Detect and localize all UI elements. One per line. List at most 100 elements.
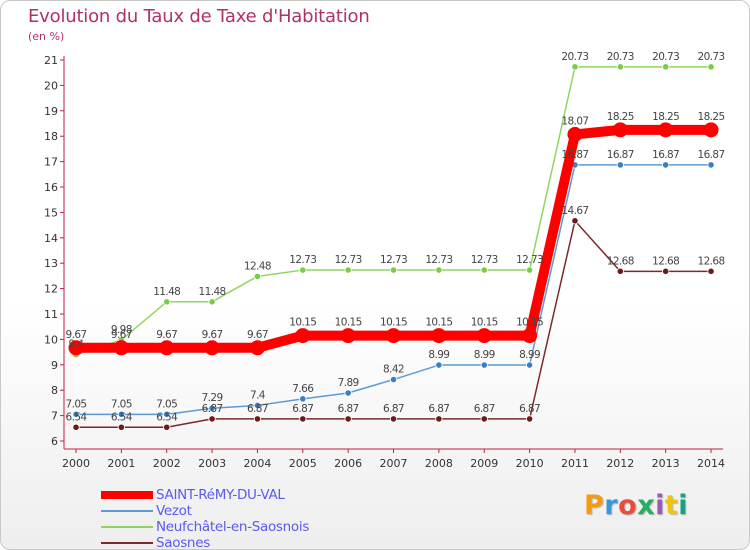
- data-label-3: 12.68: [652, 255, 679, 267]
- data-label-0: 10.15: [516, 317, 543, 329]
- logo-letter: t: [664, 490, 679, 521]
- y-tick-label: 7: [51, 410, 58, 423]
- logo-letter: r: [604, 490, 619, 521]
- x-tick-label: 2001: [107, 457, 135, 470]
- y-tick-label: 19: [44, 105, 58, 118]
- data-label-3: 6.87: [428, 403, 449, 415]
- data-point-2: [571, 63, 579, 71]
- data-label-3: 6.54: [66, 411, 88, 423]
- data-label-0: 9.67: [202, 329, 223, 341]
- data-point-1: [389, 375, 398, 384]
- data-label-3: 6.87: [519, 403, 540, 415]
- x-tick-label: 2011: [561, 457, 589, 470]
- data-point-3: [117, 423, 125, 431]
- data-point-1: [117, 410, 125, 418]
- data-label-0: 18.07: [561, 115, 588, 127]
- logo-letter: o: [618, 490, 638, 521]
- y-tick-label: 13: [44, 257, 58, 270]
- data-point-2: [435, 266, 443, 274]
- data-point-3: [163, 423, 171, 431]
- x-tick-label: 2012: [606, 457, 634, 470]
- logo-letter: x: [637, 490, 656, 521]
- data-label-0: 10.15: [335, 317, 362, 329]
- data-point-2: [525, 266, 534, 274]
- legend-label: Vezot: [156, 503, 192, 519]
- data-label-1: 16.87: [698, 149, 725, 161]
- data-point-0: [340, 328, 356, 344]
- data-point-1: [435, 361, 443, 369]
- data-point-1: [163, 410, 171, 418]
- data-point-1: [662, 161, 670, 169]
- data-point-3: [707, 267, 715, 275]
- data-label-3: 6.87: [383, 403, 404, 415]
- legend-swatch-saosnes: [101, 542, 153, 544]
- data-label-0: 18.25: [607, 111, 634, 123]
- data-label-3: 6.54: [111, 411, 133, 423]
- data-point-0: [476, 328, 492, 344]
- data-point-3: [616, 267, 624, 275]
- data-label-3: 12.68: [607, 255, 634, 267]
- data-point-3: [662, 267, 670, 275]
- y-tick-label: 20: [44, 79, 58, 92]
- data-point-1: [480, 361, 488, 369]
- y-tick-label: 18: [44, 130, 58, 143]
- data-label-2: 12.73: [380, 254, 407, 266]
- data-label-1: 8.42: [383, 364, 404, 376]
- data-point-1: [253, 401, 262, 410]
- data-label-1: 7.4: [250, 389, 266, 401]
- data-label-2: 11.48: [153, 286, 180, 298]
- data-label-2: 11.48: [199, 286, 226, 298]
- data-point-2: [299, 266, 307, 274]
- y-tick-label: 9: [51, 359, 58, 372]
- legend-swatch-neufchatel: [101, 526, 153, 528]
- x-tick-label: 2013: [652, 457, 680, 470]
- logo-letter: P: [584, 490, 605, 521]
- data-point-2: [344, 266, 352, 274]
- logo-letter: i: [655, 490, 665, 521]
- data-point-0: [612, 122, 628, 138]
- data-label-0: 9.67: [111, 329, 132, 341]
- data-label-1: 7.05: [111, 398, 132, 410]
- data-point-3: [571, 217, 579, 225]
- data-label-1: 7.29: [202, 392, 223, 404]
- data-label-2: 20.73: [607, 51, 634, 63]
- data-point-0: [159, 340, 175, 356]
- data-point-2: [616, 63, 624, 71]
- data-point-2: [480, 266, 488, 274]
- data-point-2: [163, 298, 171, 306]
- x-tick-label: 2010: [516, 457, 544, 470]
- x-tick-label: 2009: [470, 457, 498, 470]
- data-label-0: 10.15: [289, 317, 316, 329]
- data-label-1: 16.87: [561, 149, 588, 161]
- data-label-3: 6.87: [338, 403, 359, 415]
- data-point-0: [249, 340, 265, 356]
- data-point-1: [299, 395, 307, 403]
- data-point-0: [703, 122, 719, 138]
- data-point-2: [253, 272, 262, 281]
- data-label-1: 16.87: [652, 149, 679, 161]
- data-point-3: [253, 415, 262, 423]
- y-tick-label: 6: [51, 435, 58, 448]
- y-tick-label: 12: [44, 283, 58, 296]
- data-point-0: [431, 328, 447, 344]
- data-point-0: [68, 340, 84, 356]
- data-label-2: 9.4: [69, 339, 85, 351]
- data-point-2: [707, 63, 715, 71]
- x-tick-label: 2006: [334, 457, 362, 470]
- x-tick-label: 2002: [153, 457, 181, 470]
- data-point-3: [480, 415, 488, 423]
- data-label-1: 7.89: [338, 377, 359, 389]
- data-label-1: 8.99: [474, 349, 495, 361]
- data-point-3: [72, 423, 80, 431]
- data-label-3: 6.87: [202, 403, 223, 415]
- x-tick-label: 2007: [380, 457, 408, 470]
- data-label-0: 9.67: [156, 329, 177, 341]
- x-tick-label: 2003: [198, 457, 226, 470]
- data-label-1: 7.66: [292, 383, 314, 395]
- data-point-3: [344, 415, 352, 423]
- data-label-0: 9.67: [247, 329, 268, 341]
- legend-label: Neufchâtel-en-Saosnois: [156, 519, 310, 535]
- data-point-2: [208, 298, 216, 306]
- legend-label: SAINT-RéMY-DU-VAL: [156, 487, 285, 503]
